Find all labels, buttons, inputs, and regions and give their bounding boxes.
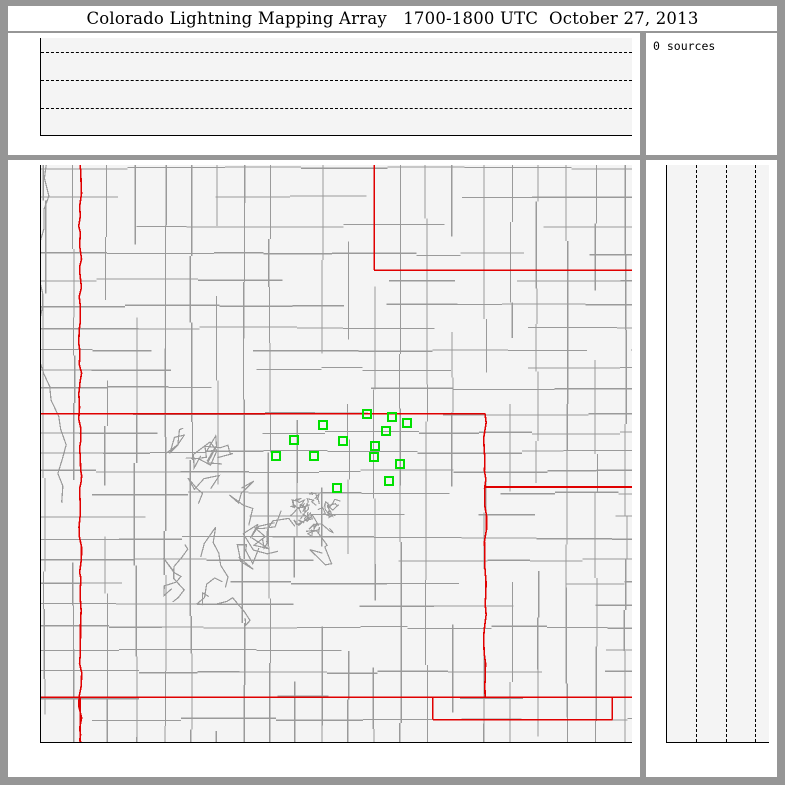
- y-tick-mark: [666, 708, 667, 709]
- source-count-label: 0 sources: [653, 39, 716, 53]
- y-tick-mark: [40, 108, 41, 109]
- plan-view-plot-area[interactable]: 400.0300.0200.0100.00-100.0-200.0-300.0-…: [40, 165, 632, 743]
- gridline-horizontal: [41, 80, 632, 81]
- gridline-horizontal: [41, 52, 632, 53]
- y-tick-mark: [666, 197, 667, 198]
- gridline-horizontal: [41, 108, 632, 109]
- source-marker: [384, 475, 394, 486]
- altitude-histogram-panel: 05.010.015.0400.0300.0200.0100.00-100.0-…: [646, 160, 777, 777]
- y-tick-mark: [40, 452, 41, 453]
- y-tick-mark: [666, 389, 667, 390]
- source-marker: [317, 419, 328, 430]
- map-vector-layer: [41, 165, 632, 742]
- source-marker: [361, 409, 372, 420]
- y-tick-mark: [666, 580, 667, 581]
- source-marker: [401, 418, 412, 429]
- source-marker: [271, 450, 282, 461]
- y-tick-mark: [40, 80, 41, 81]
- gridline-vertical: [755, 165, 757, 742]
- source-marker: [380, 425, 391, 436]
- altitude-plot-area: 05.010.015.0400.0300.0200.0100.00-100.0-…: [666, 165, 769, 743]
- y-tick-mark: [40, 580, 41, 581]
- y-tick-mark: [40, 197, 41, 198]
- page-title: Colorado Lightning Mapping Array 1700-18…: [86, 9, 699, 28]
- title-bar: Colorado Lightning Mapping Array 1700-18…: [8, 6, 777, 31]
- gridline-vertical: [696, 165, 698, 742]
- y-tick-mark: [40, 516, 41, 517]
- y-tick-mark: [40, 389, 41, 390]
- y-tick-mark: [40, 708, 41, 709]
- gridline-vertical: [725, 165, 727, 742]
- y-tick-mark: [666, 325, 667, 326]
- y-tick-mark: [666, 644, 667, 645]
- source-marker: [368, 451, 379, 462]
- time-height-plot-area: 05.010.015.0-400.0-300.0-200.0-100.00100…: [40, 38, 632, 136]
- source-marker-layer: [41, 165, 632, 742]
- time-height-panel: 05.010.015.0-400.0-300.0-200.0-100.00100…: [8, 33, 640, 155]
- y-tick-mark: [666, 261, 667, 262]
- plan-view-map-panel: 400.0300.0200.0100.00-100.0-200.0-300.0-…: [8, 160, 640, 777]
- y-tick-mark: [40, 261, 41, 262]
- source-marker: [338, 435, 349, 446]
- y-tick-mark: [40, 644, 41, 645]
- y-tick-mark: [666, 516, 667, 517]
- source-marker: [386, 412, 397, 423]
- source-marker: [309, 451, 320, 462]
- y-tick-mark: [40, 325, 41, 326]
- source-marker: [289, 434, 300, 445]
- source-count-panel: 0 sources: [646, 33, 777, 155]
- source-marker: [331, 483, 342, 494]
- source-marker: [369, 441, 380, 452]
- y-tick-mark: [40, 52, 41, 53]
- source-marker: [395, 458, 406, 469]
- y-tick-mark: [666, 452, 667, 453]
